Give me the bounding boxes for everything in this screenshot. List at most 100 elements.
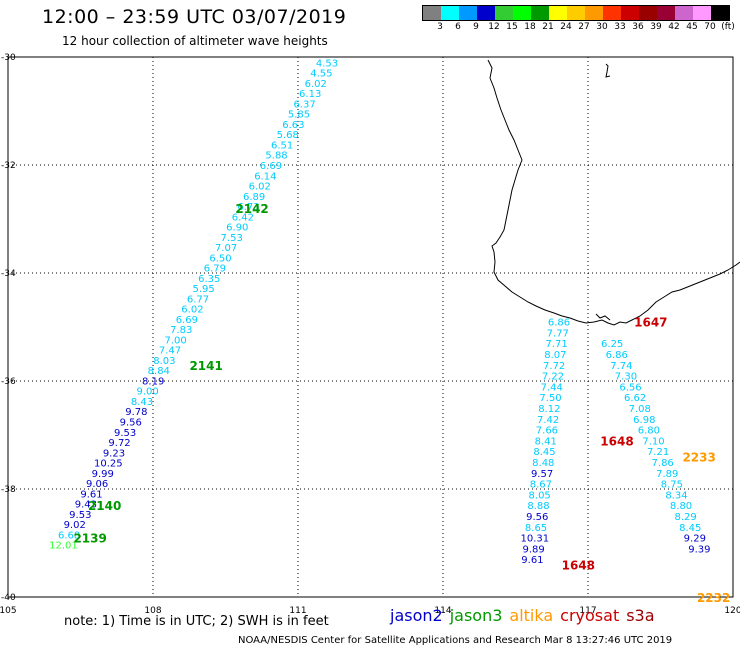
wave-height-value: 8.07 (544, 350, 566, 361)
color-swatch (657, 6, 675, 20)
coastline-inlet (595, 313, 611, 321)
wave-height-value: 6.02 (249, 182, 271, 193)
wave-height-value: 8.43 (131, 397, 153, 408)
wave-height-value: 8.34 (665, 490, 687, 501)
satellite-legend-item: cryosat (560, 606, 620, 625)
color-scale-label: 39 (650, 22, 662, 32)
wave-height-value: 7.10 (642, 436, 664, 447)
color-scale-label: 9 (473, 22, 479, 32)
wave-height-value: 6.25 (601, 339, 623, 350)
wave-height-value: 5.95 (193, 284, 215, 295)
wave-height-value: 8.75 (661, 480, 683, 491)
color-swatch (675, 6, 693, 20)
wave-height-value: 9.06 (86, 479, 108, 490)
wave-height-value: 7.44 (541, 382, 563, 393)
color-swatch (495, 6, 513, 20)
y-tick-label: -40 (1, 593, 16, 603)
wave-height-value: 7.21 (647, 447, 669, 458)
pass-time-label: 2142 (235, 202, 268, 216)
wave-height-value: 8.19 (142, 376, 164, 387)
wave-height-value: 6.98 (633, 415, 655, 426)
pass-time-labels: 2142 2141 2140 2139 1647 1648 1648 2233 2232 (73, 202, 730, 605)
wave-height-value: 9.78 (125, 407, 147, 418)
color-swatch (423, 6, 441, 20)
color-swatch (477, 6, 495, 20)
wave-height-value: 5.85 (288, 110, 310, 121)
x-tick-label: 111 (289, 606, 306, 616)
wave-height-value: 9.61 (521, 555, 543, 566)
wave-height-value: 8.84 (148, 366, 170, 377)
color-swatch (567, 6, 585, 20)
wave-height-value: 7.66 (536, 426, 558, 437)
color-scale-label: 6 (455, 22, 461, 32)
wave-height-value: 7.00 (164, 335, 186, 346)
color-swatch (585, 6, 603, 20)
footnote: note: 1) Time is in UTC; 2) SWH is in fe… (64, 614, 329, 629)
wave-height-value: 4.53 (316, 58, 338, 69)
x-tick-label: 105 (0, 606, 17, 616)
pass-time-label: 2232 (697, 591, 730, 605)
wave-height-value: 8.41 (535, 436, 557, 447)
wave-height-value: 6.37 (293, 99, 315, 110)
wave-height-value: 6.63 (282, 120, 304, 131)
wave-height-value: 6.89 (243, 192, 265, 203)
satellite-legend-item: jason3 (449, 606, 503, 625)
wave-height-value: 9.56 (526, 512, 548, 523)
wave-height-value: 8.67 (530, 480, 552, 491)
wave-height-value: 6.62 (624, 393, 646, 404)
color-swatch (513, 6, 531, 20)
coastline-western-australia (487, 59, 740, 326)
wave-height-value: 6.69 (176, 315, 198, 326)
color-swatch (621, 6, 639, 20)
wave-height-value: 9.57 (531, 469, 553, 480)
color-scale-label: 3 (437, 22, 443, 32)
pass-time-label: 2233 (682, 451, 715, 465)
pass-time-label: 2139 (73, 532, 106, 546)
color-scale-label: 30 (596, 22, 608, 32)
color-scale-label: 36 (632, 22, 644, 32)
wave-height-value: 7.47 (159, 346, 181, 357)
wave-height-value: 8.88 (527, 501, 549, 512)
color-scale-label: 18 (524, 22, 536, 32)
wave-height-value: 8.03 (153, 356, 175, 367)
wave-height-value: 6.13 (299, 89, 321, 100)
wave-height-value: 7.53 (221, 233, 243, 244)
x-tick-label: 117 (579, 606, 596, 616)
wave-height-value: 9.61 (80, 489, 102, 500)
color-scale-label: 15 (506, 22, 518, 32)
wave-height-value: 6.02 (305, 79, 327, 90)
map-subtitle: 12 hour collection of altimeter wave hei… (62, 34, 328, 48)
color-swatch (441, 6, 459, 20)
wave-height-value: 5.88 (265, 151, 287, 162)
wave-height-value: 6.86 (606, 350, 628, 361)
color-scale-label: 45 (686, 22, 698, 32)
color-scale-label: 42 (668, 22, 680, 32)
color-swatch (639, 6, 657, 20)
wave-height-value: 12.01 (49, 541, 78, 552)
coastline (487, 59, 740, 326)
wave-height-value: 9.89 (522, 544, 544, 555)
wave-height-value: 6.90 (226, 223, 248, 234)
color-swatch (549, 6, 567, 20)
color-swatch (459, 6, 477, 20)
color-scale-label: 21 (542, 22, 554, 32)
pass-time-label: 1647 (634, 316, 667, 330)
wave-height-value: 7.83 (170, 325, 192, 336)
grid-lines (8, 57, 733, 597)
color-scale-label: (ft) (721, 22, 735, 32)
wave-height-value: 6.56 (619, 382, 641, 393)
x-tick-label: 114 (434, 606, 451, 616)
wave-height-value: 7.30 (615, 372, 637, 383)
color-scale-label: 27 (578, 22, 590, 32)
color-swatch (531, 6, 549, 20)
wave-height-value: 7.08 (629, 404, 651, 415)
wave-height-value: 7.42 (537, 415, 559, 426)
satellite-legend-item: jason2 (390, 606, 443, 625)
wave-height-value: 6.42 (232, 212, 254, 223)
wave-height-value: 8.65 (525, 523, 547, 534)
wave-height-value: 9.29 (684, 534, 706, 545)
color-swatch (711, 6, 729, 20)
wave-height-value: 7.77 (547, 328, 569, 339)
wave-height-value: 5.68 (277, 130, 299, 141)
